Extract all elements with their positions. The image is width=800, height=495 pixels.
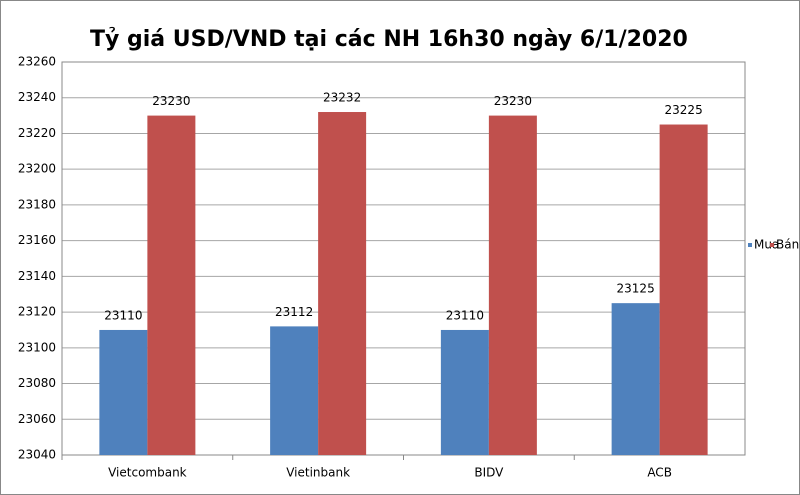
- legend-swatch: [748, 243, 752, 247]
- bar: [488, 115, 537, 455]
- y-tick-label: 23060: [18, 412, 56, 426]
- x-tick-label: ACB: [647, 466, 672, 480]
- y-tick-label: 23120: [18, 305, 56, 319]
- chart-title: Tỷ giá USD/VND tại các NH 16h30 ngày 6/1…: [90, 27, 688, 52]
- bar: [147, 115, 196, 455]
- y-tick-label: 23200: [18, 162, 56, 176]
- y-tick-label: 23100: [18, 340, 56, 354]
- y-tick-label: 23180: [18, 197, 56, 211]
- legend-label: Bán: [776, 238, 799, 252]
- value-label: 23225: [665, 103, 703, 117]
- bar: [611, 303, 660, 455]
- x-tick-label: Vietcombank: [108, 466, 187, 480]
- x-tick-label: BIDV: [474, 466, 504, 480]
- y-tick-label: 23220: [18, 126, 56, 140]
- x-tick-label: Vietinbank: [286, 466, 350, 480]
- y-tick-label: 23260: [18, 55, 56, 69]
- y-tick-label: 23160: [18, 233, 56, 247]
- bar: [99, 329, 148, 455]
- value-label: 23230: [494, 94, 532, 108]
- value-label: 23230: [152, 94, 190, 108]
- value-label: 23232: [323, 91, 361, 105]
- bar: [659, 124, 708, 455]
- bar: [270, 326, 319, 455]
- legend-label: Mua: [754, 238, 779, 252]
- bar: [318, 112, 367, 455]
- y-tick-label: 23240: [18, 90, 56, 104]
- value-label: 23125: [617, 282, 655, 296]
- value-label: 23112: [275, 305, 313, 319]
- y-tick-label: 23080: [18, 376, 56, 390]
- y-tick-label: 23140: [18, 269, 56, 283]
- legend-swatch: [770, 243, 774, 247]
- value-label: 23110: [446, 308, 484, 322]
- bar: [440, 329, 489, 455]
- y-tick-label: 23040: [18, 448, 56, 462]
- value-label: 23110: [104, 308, 142, 322]
